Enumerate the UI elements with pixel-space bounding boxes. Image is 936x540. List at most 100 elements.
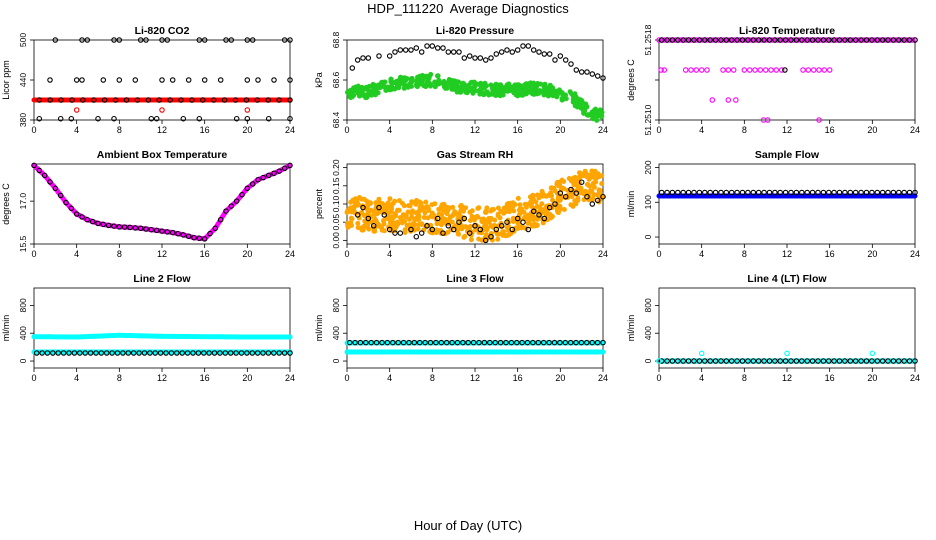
data-point — [866, 37, 872, 43]
data-point — [410, 199, 416, 205]
data-point — [509, 226, 516, 233]
data-point — [145, 97, 152, 103]
data-point — [573, 190, 580, 196]
data-point — [707, 37, 713, 43]
data-point — [462, 233, 468, 239]
data-point — [392, 230, 398, 236]
data-point — [103, 350, 110, 356]
data-point — [709, 97, 716, 103]
data-point — [826, 189, 832, 196]
data-point — [212, 225, 219, 232]
data-point — [731, 358, 738, 364]
data-point — [855, 358, 862, 364]
series-group — [344, 168, 606, 244]
data-point — [658, 67, 664, 73]
data-point — [682, 67, 689, 73]
data-point — [438, 218, 444, 224]
data-point — [777, 189, 783, 196]
data-point — [271, 350, 277, 356]
data-point — [434, 45, 441, 51]
data-point — [190, 350, 196, 356]
data-point — [79, 214, 85, 220]
data-point — [130, 350, 137, 356]
data-point — [728, 37, 735, 43]
data-point — [111, 223, 117, 229]
data-point — [477, 226, 484, 233]
y-tick-label: 400 — [643, 326, 653, 340]
data-point — [750, 189, 757, 196]
data-point — [847, 358, 854, 364]
data-point — [890, 358, 897, 364]
data-point — [552, 57, 558, 63]
data-point — [116, 37, 123, 43]
data-point — [796, 37, 802, 43]
data-point — [164, 37, 171, 43]
data-point — [898, 37, 905, 43]
data-point — [73, 107, 80, 113]
series-group — [31, 162, 293, 242]
data-point — [780, 37, 786, 43]
data-point — [346, 88, 352, 94]
x-tick-label: 4 — [74, 249, 79, 259]
data-point — [799, 358, 805, 364]
data-point — [127, 224, 133, 231]
data-point — [189, 97, 195, 103]
data-point — [874, 189, 881, 196]
data-point — [730, 67, 737, 73]
data-point — [726, 358, 732, 364]
data-point — [739, 358, 746, 364]
data-point — [562, 339, 569, 346]
data-point — [287, 162, 293, 169]
data-point — [411, 339, 418, 346]
data-point — [347, 205, 353, 211]
data-point — [287, 350, 293, 356]
x-tick-label: 0 — [31, 373, 36, 383]
data-point — [688, 358, 695, 364]
data-point — [137, 225, 144, 232]
data-point — [223, 37, 229, 43]
data-point — [143, 37, 149, 43]
data-point — [484, 89, 490, 95]
data-point — [699, 37, 705, 43]
data-point — [861, 358, 867, 364]
data-point — [456, 231, 462, 237]
data-point — [112, 97, 119, 103]
data-point — [669, 358, 676, 364]
data-point — [529, 84, 535, 90]
data-point — [394, 219, 400, 225]
data-point — [255, 176, 261, 183]
data-point — [57, 115, 64, 122]
data-point — [265, 97, 271, 103]
data-point — [60, 350, 67, 356]
data-point — [123, 97, 130, 103]
data-point — [799, 37, 805, 43]
data-point — [815, 37, 821, 43]
data-point — [228, 37, 235, 43]
data-point — [386, 226, 393, 233]
data-point — [223, 208, 229, 214]
data-point — [101, 97, 108, 103]
data-point — [658, 358, 665, 364]
data-point — [557, 190, 564, 196]
figure-title: HDP_111220 Average Diagnostics — [367, 1, 569, 16]
y-tick-label: 500 — [18, 33, 28, 47]
data-point — [396, 207, 402, 213]
data-point — [664, 189, 670, 196]
data-point — [506, 209, 512, 215]
data-point — [741, 67, 748, 73]
data-point — [906, 358, 913, 364]
data-point — [444, 85, 450, 91]
data-point — [589, 109, 595, 115]
data-point — [462, 84, 468, 90]
data-point — [514, 47, 521, 53]
data-point — [672, 37, 678, 43]
data-point — [869, 350, 876, 357]
data-point — [820, 189, 827, 196]
data-point — [372, 92, 378, 98]
data-point — [578, 339, 585, 346]
data-point — [196, 235, 203, 242]
data-point — [472, 223, 478, 229]
data-point — [912, 189, 918, 196]
plot-frame — [658, 39, 916, 121]
panel-title: Line 4 (LT) Flow — [747, 273, 827, 285]
